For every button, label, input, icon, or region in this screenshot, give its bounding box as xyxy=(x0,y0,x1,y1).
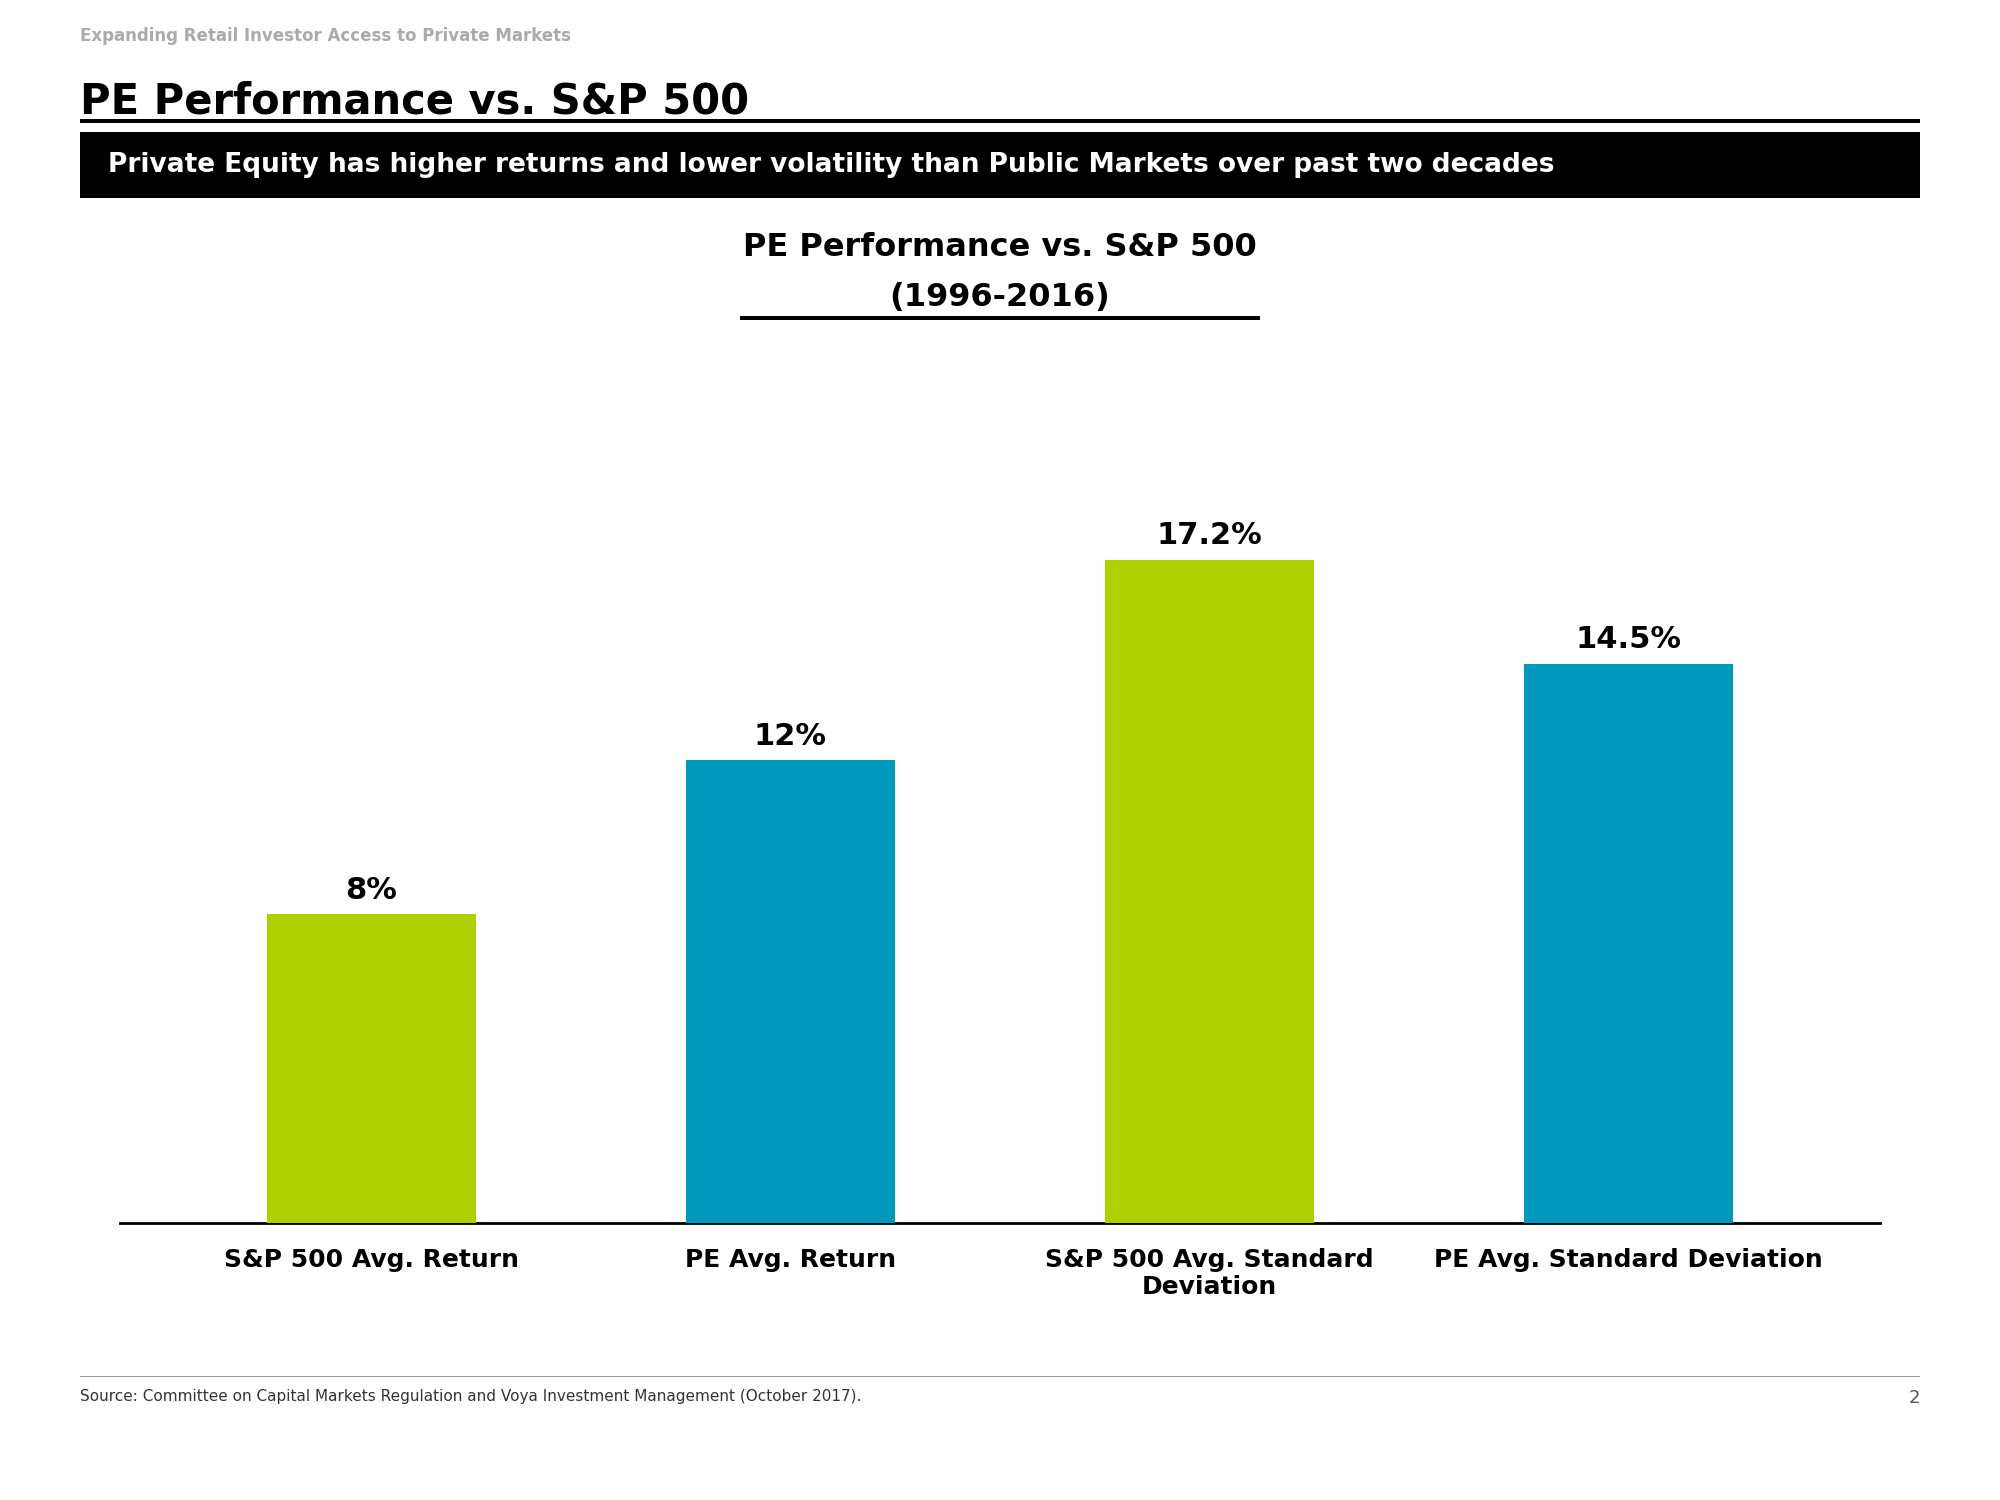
Text: Private Equity has higher returns and lower volatility than Public Markets over : Private Equity has higher returns and lo… xyxy=(108,152,1554,178)
Text: (1996-2016): (1996-2016) xyxy=(890,282,1110,314)
Text: 2: 2 xyxy=(1908,1389,1920,1407)
Text: 8%: 8% xyxy=(346,876,398,904)
Bar xyxy=(686,760,896,1222)
Bar xyxy=(266,915,476,1222)
Bar xyxy=(1104,560,1314,1222)
Text: 14.5%: 14.5% xyxy=(1576,626,1682,654)
Bar xyxy=(1524,664,1734,1222)
Text: 17.2%: 17.2% xyxy=(1156,522,1262,550)
Text: Expanding Retail Investor Access to Private Markets: Expanding Retail Investor Access to Priv… xyxy=(80,27,572,45)
Text: Source: Committee on Capital Markets Regulation and Voya Investment Management (: Source: Committee on Capital Markets Reg… xyxy=(80,1389,862,1404)
Text: PE Performance vs. S&P 500: PE Performance vs. S&P 500 xyxy=(80,81,750,123)
Text: 12%: 12% xyxy=(754,722,826,750)
Text: PE Performance vs. S&P 500: PE Performance vs. S&P 500 xyxy=(744,232,1256,264)
